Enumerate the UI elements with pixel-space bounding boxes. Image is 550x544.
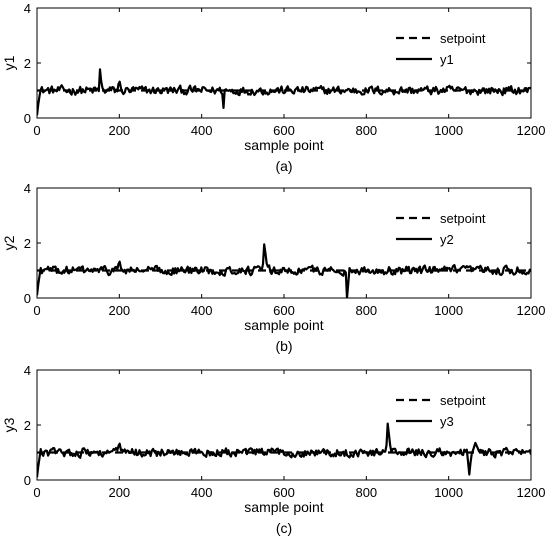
x-tick-label: 800 (355, 123, 377, 138)
subplot-caption: (b) (275, 338, 292, 354)
subplot-caption: (a) (275, 158, 292, 174)
y-tick-label: 0 (24, 473, 31, 488)
x-tick-label: 800 (355, 303, 377, 318)
legend-label-setpoint: setpoint (440, 211, 486, 226)
legend-label-y1: y1 (440, 52, 454, 67)
x-tick-label: 1000 (434, 123, 463, 138)
x-tick-label: 200 (108, 303, 130, 318)
subplot-1: 0 200 400 600 800 1000 1200 0 2 4 sample point y1 (a… (1, 1, 545, 174)
legend-label-y3: y3 (440, 414, 454, 429)
series-y2-line (37, 243, 531, 298)
axes-frame (36, 369, 532, 481)
subplot-caption: (c) (276, 520, 292, 536)
y-tick-label: 4 (24, 363, 31, 378)
x-tick-label: 0 (33, 485, 40, 500)
x-tick-label: 200 (108, 485, 130, 500)
x-tick-label: 400 (191, 123, 213, 138)
x-tick-label: 1000 (434, 485, 463, 500)
y-tick-label: 2 (24, 418, 31, 433)
subplot-3: 0 200 400 600 800 1000 1200 0 2 4 sample point y3 (c… (1, 363, 545, 536)
y-tick-label: 2 (24, 236, 31, 251)
x-tick-label: 1200 (517, 123, 546, 138)
axes-frame (36, 7, 532, 119)
subplot-2: 0 200 400 600 800 1000 1200 0 2 4 sample point y2 (b… (1, 181, 545, 354)
x-tick-label: 600 (273, 123, 295, 138)
x-tick-label: 1200 (517, 485, 546, 500)
x-tick-label: 400 (191, 485, 213, 500)
series-y3-line (37, 422, 531, 478)
x-tick-label: 800 (355, 485, 377, 500)
x-axis-label: sample point (244, 499, 323, 515)
y-tick-label: 4 (24, 1, 31, 16)
y-tick-label: 2 (24, 56, 31, 71)
x-tick-label: 1200 (517, 303, 546, 318)
legend-label-setpoint: setpoint (440, 393, 486, 408)
series-y1-line (37, 68, 531, 116)
y-tick-label: 4 (24, 181, 31, 196)
y-axis-label: y1 (1, 55, 17, 70)
y-axis-label: y3 (1, 417, 17, 432)
legend-label-setpoint: setpoint (440, 31, 486, 46)
x-tick-label: 600 (273, 303, 295, 318)
x-axis-label: sample point (244, 137, 323, 153)
x-tick-label: 600 (273, 485, 295, 500)
x-axis-label: sample point (244, 317, 323, 333)
x-tick-label: 0 (33, 123, 40, 138)
y-tick-label: 0 (24, 111, 31, 126)
x-tick-label: 1000 (434, 303, 463, 318)
y-tick-label: 0 (24, 291, 31, 306)
x-tick-label: 0 (33, 303, 40, 318)
x-tick-label: 400 (191, 303, 213, 318)
axes-frame (36, 187, 532, 299)
x-tick-label: 200 (108, 123, 130, 138)
legend-label-y2: y2 (440, 232, 454, 247)
y-axis-label: y2 (1, 235, 17, 250)
